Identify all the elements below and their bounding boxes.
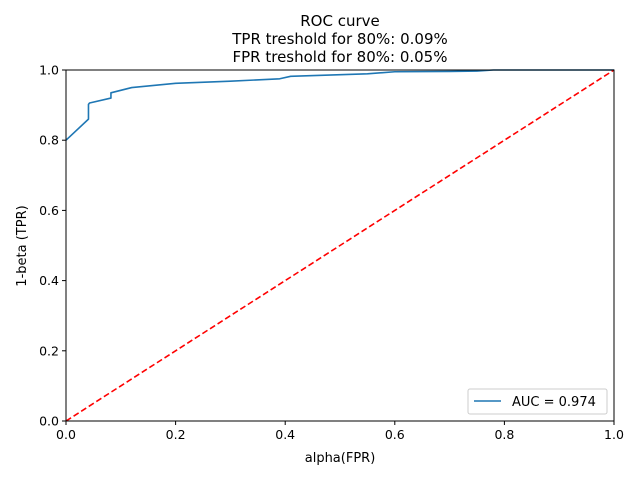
y-tick-label: 0.4 [39,273,59,288]
x-tick-label: 1.0 [604,427,624,442]
chart-title: ROC curve TPR treshold for 80%: 0.09% FP… [231,12,448,66]
y-tick-label: 0.0 [39,414,59,429]
y-tick-label: 1.0 [39,63,59,78]
legend-box [467,388,608,415]
x-tick-label: 0.2 [166,427,186,442]
legend-label: AUC = 0.974 [512,395,596,410]
y-axis-label: 1-beta (TPR) [15,205,30,286]
chance-diagonal-line [65,69,615,422]
y-axis: 0.0 0.2 0.4 0.6 0.8 1.0 [39,63,66,429]
x-tick-label: 0.6 [385,427,405,442]
title-line-3: FPR treshold for 80%: 0.05% [233,48,448,66]
x-axis-label: alpha(FPR) [305,451,376,466]
x-tick-label: 0.0 [56,427,76,442]
plot-area [65,69,615,422]
y-tick-label: 0.2 [39,343,59,358]
x-tick-label: 0.8 [494,427,514,442]
title-line-1: ROC curve [300,12,380,30]
roc-curve-line [65,69,614,141]
y-tick-label: 0.6 [39,203,59,218]
title-line-2: TPR treshold for 80%: 0.09% [231,30,448,48]
legend: AUC = 0.974 [467,388,608,415]
y-tick-label: 0.8 [39,133,59,148]
series-layer [65,69,615,422]
plot-frame [65,69,615,422]
x-tick-label: 0.4 [275,427,295,442]
x-axis: 0.0 0.2 0.4 0.6 0.8 1.0 [56,421,624,442]
